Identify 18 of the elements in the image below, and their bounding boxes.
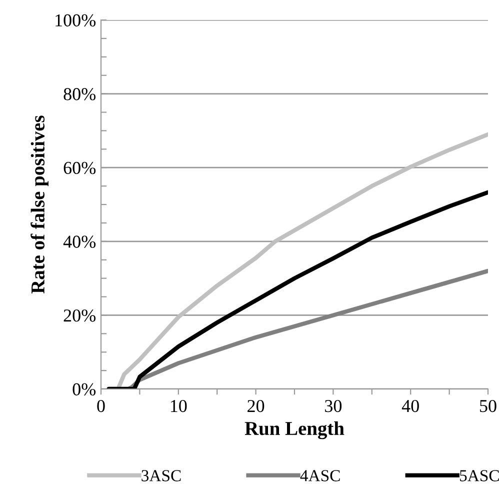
x-axis-title: Run Length — [244, 421, 344, 440]
x-tick-label: 20 — [248, 400, 264, 412]
x-tick-label: 0 — [97, 400, 105, 412]
legend-label: 3ASC — [142, 470, 181, 482]
x-tick-label: 40 — [402, 400, 419, 412]
y-tick-label: 60% — [64, 162, 96, 174]
y-tick-label: 100% — [56, 14, 96, 26]
line-series — [106, 190, 488, 389]
x-tick-label: 30 — [325, 400, 342, 412]
legend-label: 5ASC — [460, 470, 499, 482]
y-tick-label: 80% — [64, 88, 96, 100]
y-tick-label: 20% — [64, 309, 96, 322]
y-tick-label: 40% — [63, 236, 96, 248]
legend-label: 4ASC — [300, 470, 340, 482]
x-tick-label: 50 — [480, 400, 496, 412]
y-tick-label: 0% — [72, 383, 96, 396]
x-tick-label: 10 — [170, 400, 187, 412]
y-axis-title: Rate of false positives — [30, 116, 48, 294]
